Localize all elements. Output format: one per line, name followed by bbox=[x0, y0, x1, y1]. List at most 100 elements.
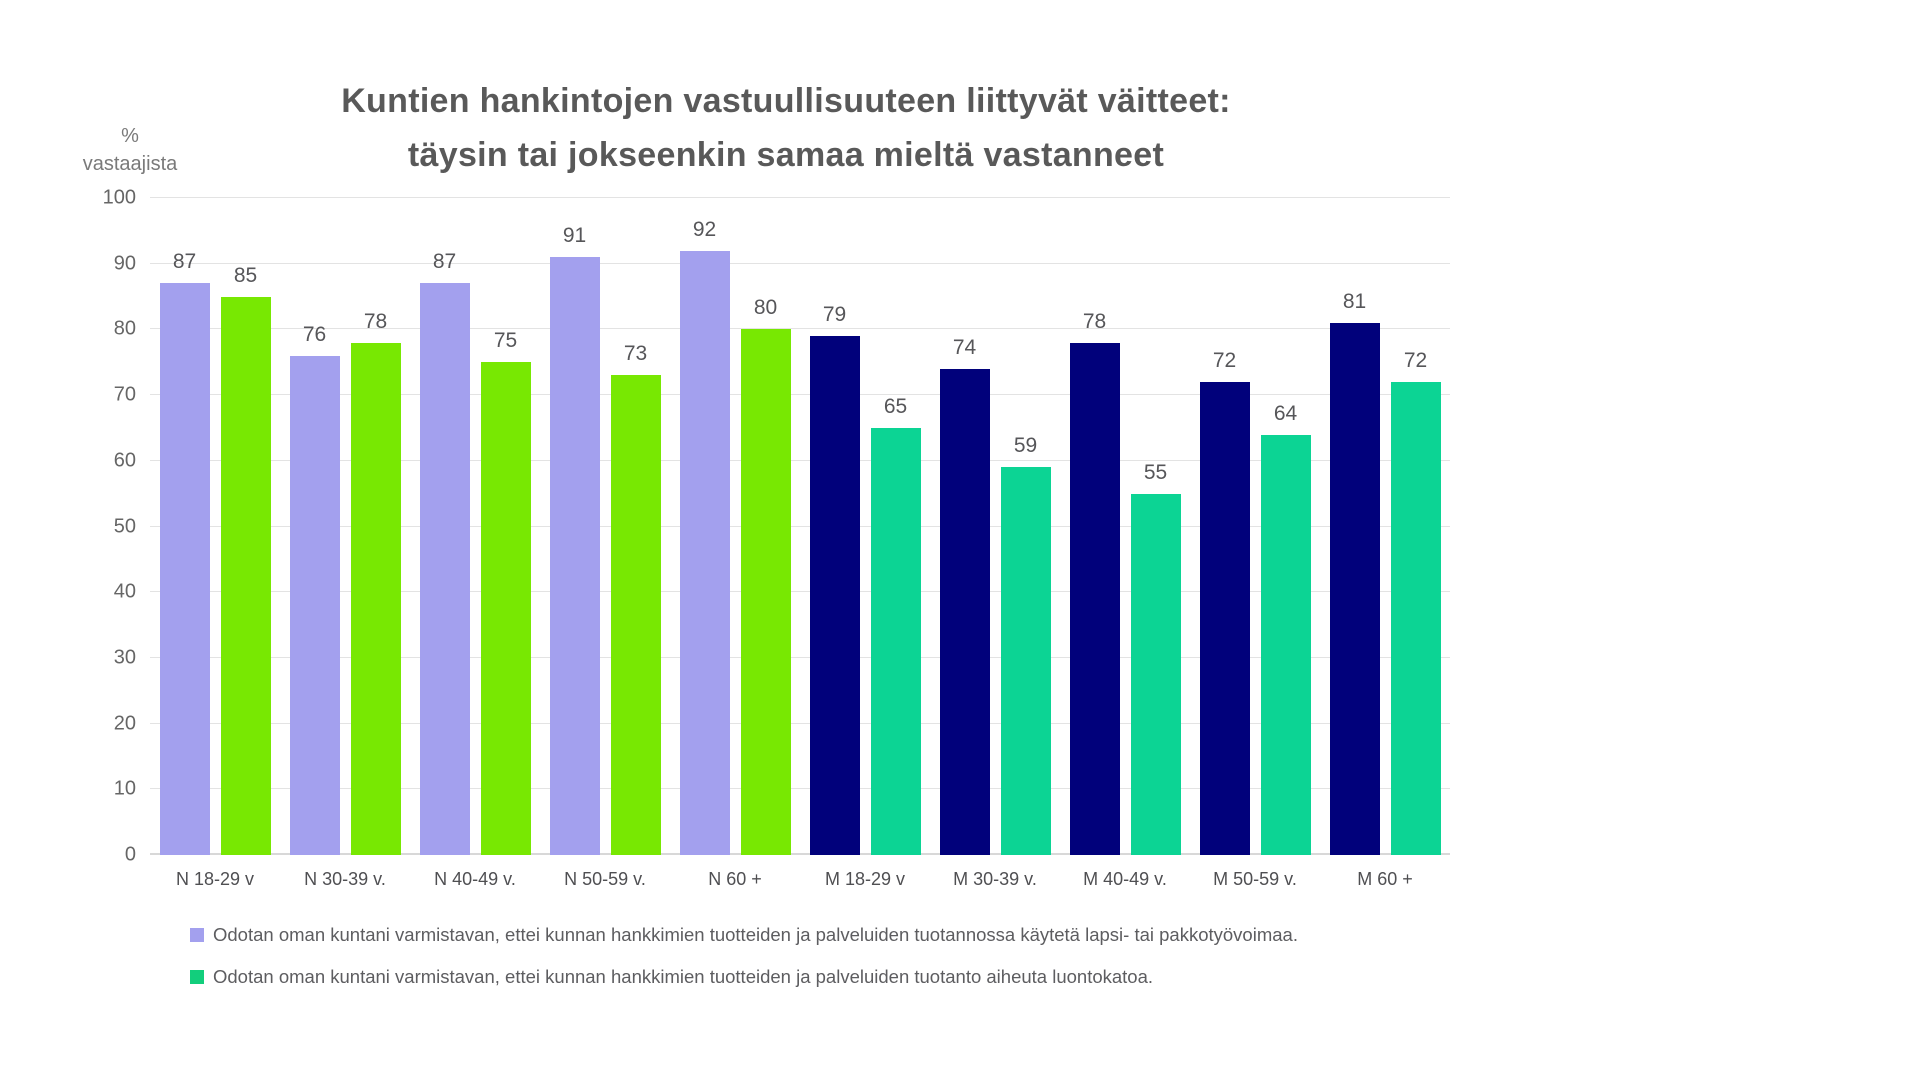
bar: 78 bbox=[1069, 310, 1120, 855]
gridline bbox=[150, 459, 1450, 461]
x-axis-label: M 30-39 v. bbox=[953, 869, 1037, 889]
bar-value-label: 78 bbox=[1082, 309, 1107, 333]
gridline bbox=[150, 525, 1450, 527]
bar-value-label: 87 bbox=[432, 250, 457, 274]
legend-swatch bbox=[190, 928, 204, 942]
page-title-line2: täysin tai jokseenkin samaa mieltä vasta… bbox=[407, 136, 1165, 174]
y-tick-label: 10 bbox=[113, 777, 136, 800]
bar: 85 bbox=[220, 264, 271, 855]
bar-value-label: 80 bbox=[753, 296, 778, 320]
gridline bbox=[150, 328, 1450, 330]
gridline bbox=[150, 394, 1450, 396]
bar: 80 bbox=[740, 296, 791, 855]
bar-value-label: 75 bbox=[493, 329, 518, 353]
y-tick-label: 30 bbox=[113, 646, 136, 669]
x-axis-label: N 30-39 v. bbox=[304, 869, 386, 889]
bar-value-label: 85 bbox=[233, 263, 258, 287]
gridline bbox=[150, 197, 1450, 198]
bar: 79 bbox=[809, 303, 860, 855]
y-tick-label: 50 bbox=[113, 515, 136, 537]
legend-label: Odotan oman kuntani varmistavan, ettei k… bbox=[213, 924, 1298, 945]
bar-value-label: 76 bbox=[302, 322, 327, 346]
bar-value-label: 79 bbox=[822, 302, 847, 326]
x-axis-label: N 18-29 v bbox=[175, 869, 255, 889]
y-axis-title-line2: vastaajista bbox=[82, 153, 178, 175]
y-axis-title-line1: % bbox=[121, 125, 139, 147]
x-axis-label: M 60 + bbox=[1357, 869, 1413, 889]
legend-item: Odotan oman kuntani varmistavan, ettei k… bbox=[190, 966, 1298, 988]
x-axis-label: M 40-49 v. bbox=[1083, 869, 1167, 889]
y-tick-label: 90 bbox=[113, 252, 136, 275]
bar-group: 76 78 bbox=[280, 198, 410, 855]
bar: 92 bbox=[679, 218, 730, 855]
bar-group: 74 59 bbox=[930, 198, 1060, 855]
bar-value-label: 72 bbox=[1212, 348, 1237, 372]
bar: 75 bbox=[480, 329, 531, 855]
gridline bbox=[150, 656, 1450, 658]
bar: 72 bbox=[1199, 349, 1250, 855]
bar: 74 bbox=[939, 336, 990, 855]
x-axis-labels: N 18-29 v N 30-39 v. N 40-49 v. N 50-59 v. N… bbox=[150, 869, 1450, 890]
bar-value-label: 72 bbox=[1403, 348, 1428, 372]
x-axis-label: N 50-59 v. bbox=[564, 869, 646, 889]
bar-group: 87 85 bbox=[150, 198, 280, 855]
bar-value-label: 91 bbox=[562, 224, 587, 248]
y-tick-label: 0 bbox=[124, 843, 136, 866]
gridline bbox=[150, 853, 1450, 855]
bar-group: 87 75 bbox=[410, 198, 540, 855]
legend: Odotan oman kuntani varmistavan, ettei k… bbox=[190, 924, 1298, 988]
y-tick-label: 70 bbox=[113, 383, 136, 406]
bar: 64 bbox=[1260, 402, 1311, 855]
legend-swatch bbox=[190, 970, 204, 984]
bar-value-label: 74 bbox=[952, 335, 977, 359]
bar-value-label: 55 bbox=[1143, 460, 1168, 484]
page-title-line1: Kuntien hankintojen vastuullisuuteen lii… bbox=[341, 82, 1231, 120]
bar-value-label: 81 bbox=[1342, 289, 1367, 313]
bar-groups: 87 85 76 78 87 75 91 73 92 80 79 65 74 59 78 55 72 64 81 72 bbox=[150, 198, 1450, 855]
bar: 81 bbox=[1329, 290, 1380, 855]
bar-group: 91 73 bbox=[540, 198, 670, 855]
y-tick-label: 20 bbox=[113, 712, 136, 735]
x-axis-label: M 18-29 v bbox=[824, 869, 906, 889]
x-axis-label: M 50-59 v. bbox=[1213, 869, 1297, 889]
y-axis-ticks: 0 10 20 30 40 50 60 70 80 90 100 bbox=[50, 187, 136, 866]
bar-value-label: 65 bbox=[883, 394, 908, 418]
gridline bbox=[150, 591, 1450, 593]
legend-label: Odotan oman kuntani varmistavan, ettei k… bbox=[213, 966, 1154, 987]
bar-value-label: 92 bbox=[692, 217, 717, 241]
y-tick-label: 40 bbox=[113, 580, 136, 603]
bar-group: 81 72 bbox=[1320, 198, 1450, 855]
bar-value-label: 59 bbox=[1013, 434, 1038, 458]
bar: 78 bbox=[350, 310, 401, 855]
bar-value-label: 78 bbox=[363, 309, 388, 333]
bar: 91 bbox=[549, 224, 600, 855]
bar: 55 bbox=[1130, 461, 1181, 855]
bar-group: 79 65 bbox=[800, 198, 930, 855]
bar-value-label: 64 bbox=[1273, 401, 1298, 425]
bar-value-label: 87 bbox=[172, 250, 197, 274]
page-title: Kuntien hankintojen vastuullisuuteen lii… bbox=[100, 74, 1472, 182]
bar-group: 78 55 bbox=[1060, 198, 1190, 855]
y-tick-label: 60 bbox=[113, 449, 136, 472]
bar: 72 bbox=[1390, 349, 1441, 855]
bar: 65 bbox=[870, 395, 921, 855]
x-axis-label: N 40-49 v. bbox=[434, 869, 516, 889]
gridline bbox=[150, 262, 1450, 264]
bar: 87 bbox=[419, 250, 470, 855]
legend-item: Odotan oman kuntani varmistavan, ettei k… bbox=[190, 924, 1298, 946]
plot-area: 87 85 76 78 87 75 91 73 92 80 79 65 74 59 78 55 72 64 81 72 bbox=[150, 197, 1450, 855]
bar: 59 bbox=[1000, 434, 1051, 855]
gridline bbox=[150, 788, 1450, 790]
bar: 76 bbox=[289, 323, 340, 855]
x-axis-label: N 60 + bbox=[708, 869, 762, 889]
y-tick-label: 100 bbox=[102, 186, 136, 209]
y-tick-label: 80 bbox=[113, 317, 136, 340]
gridline bbox=[150, 722, 1450, 724]
y-axis-title: % vastaajista bbox=[60, 122, 200, 178]
bar-group: 92 80 bbox=[670, 198, 800, 855]
bar: 73 bbox=[610, 342, 661, 855]
bar: 87 bbox=[159, 250, 210, 855]
bar-value-label: 73 bbox=[623, 342, 648, 366]
bar-group: 72 64 bbox=[1190, 198, 1320, 855]
